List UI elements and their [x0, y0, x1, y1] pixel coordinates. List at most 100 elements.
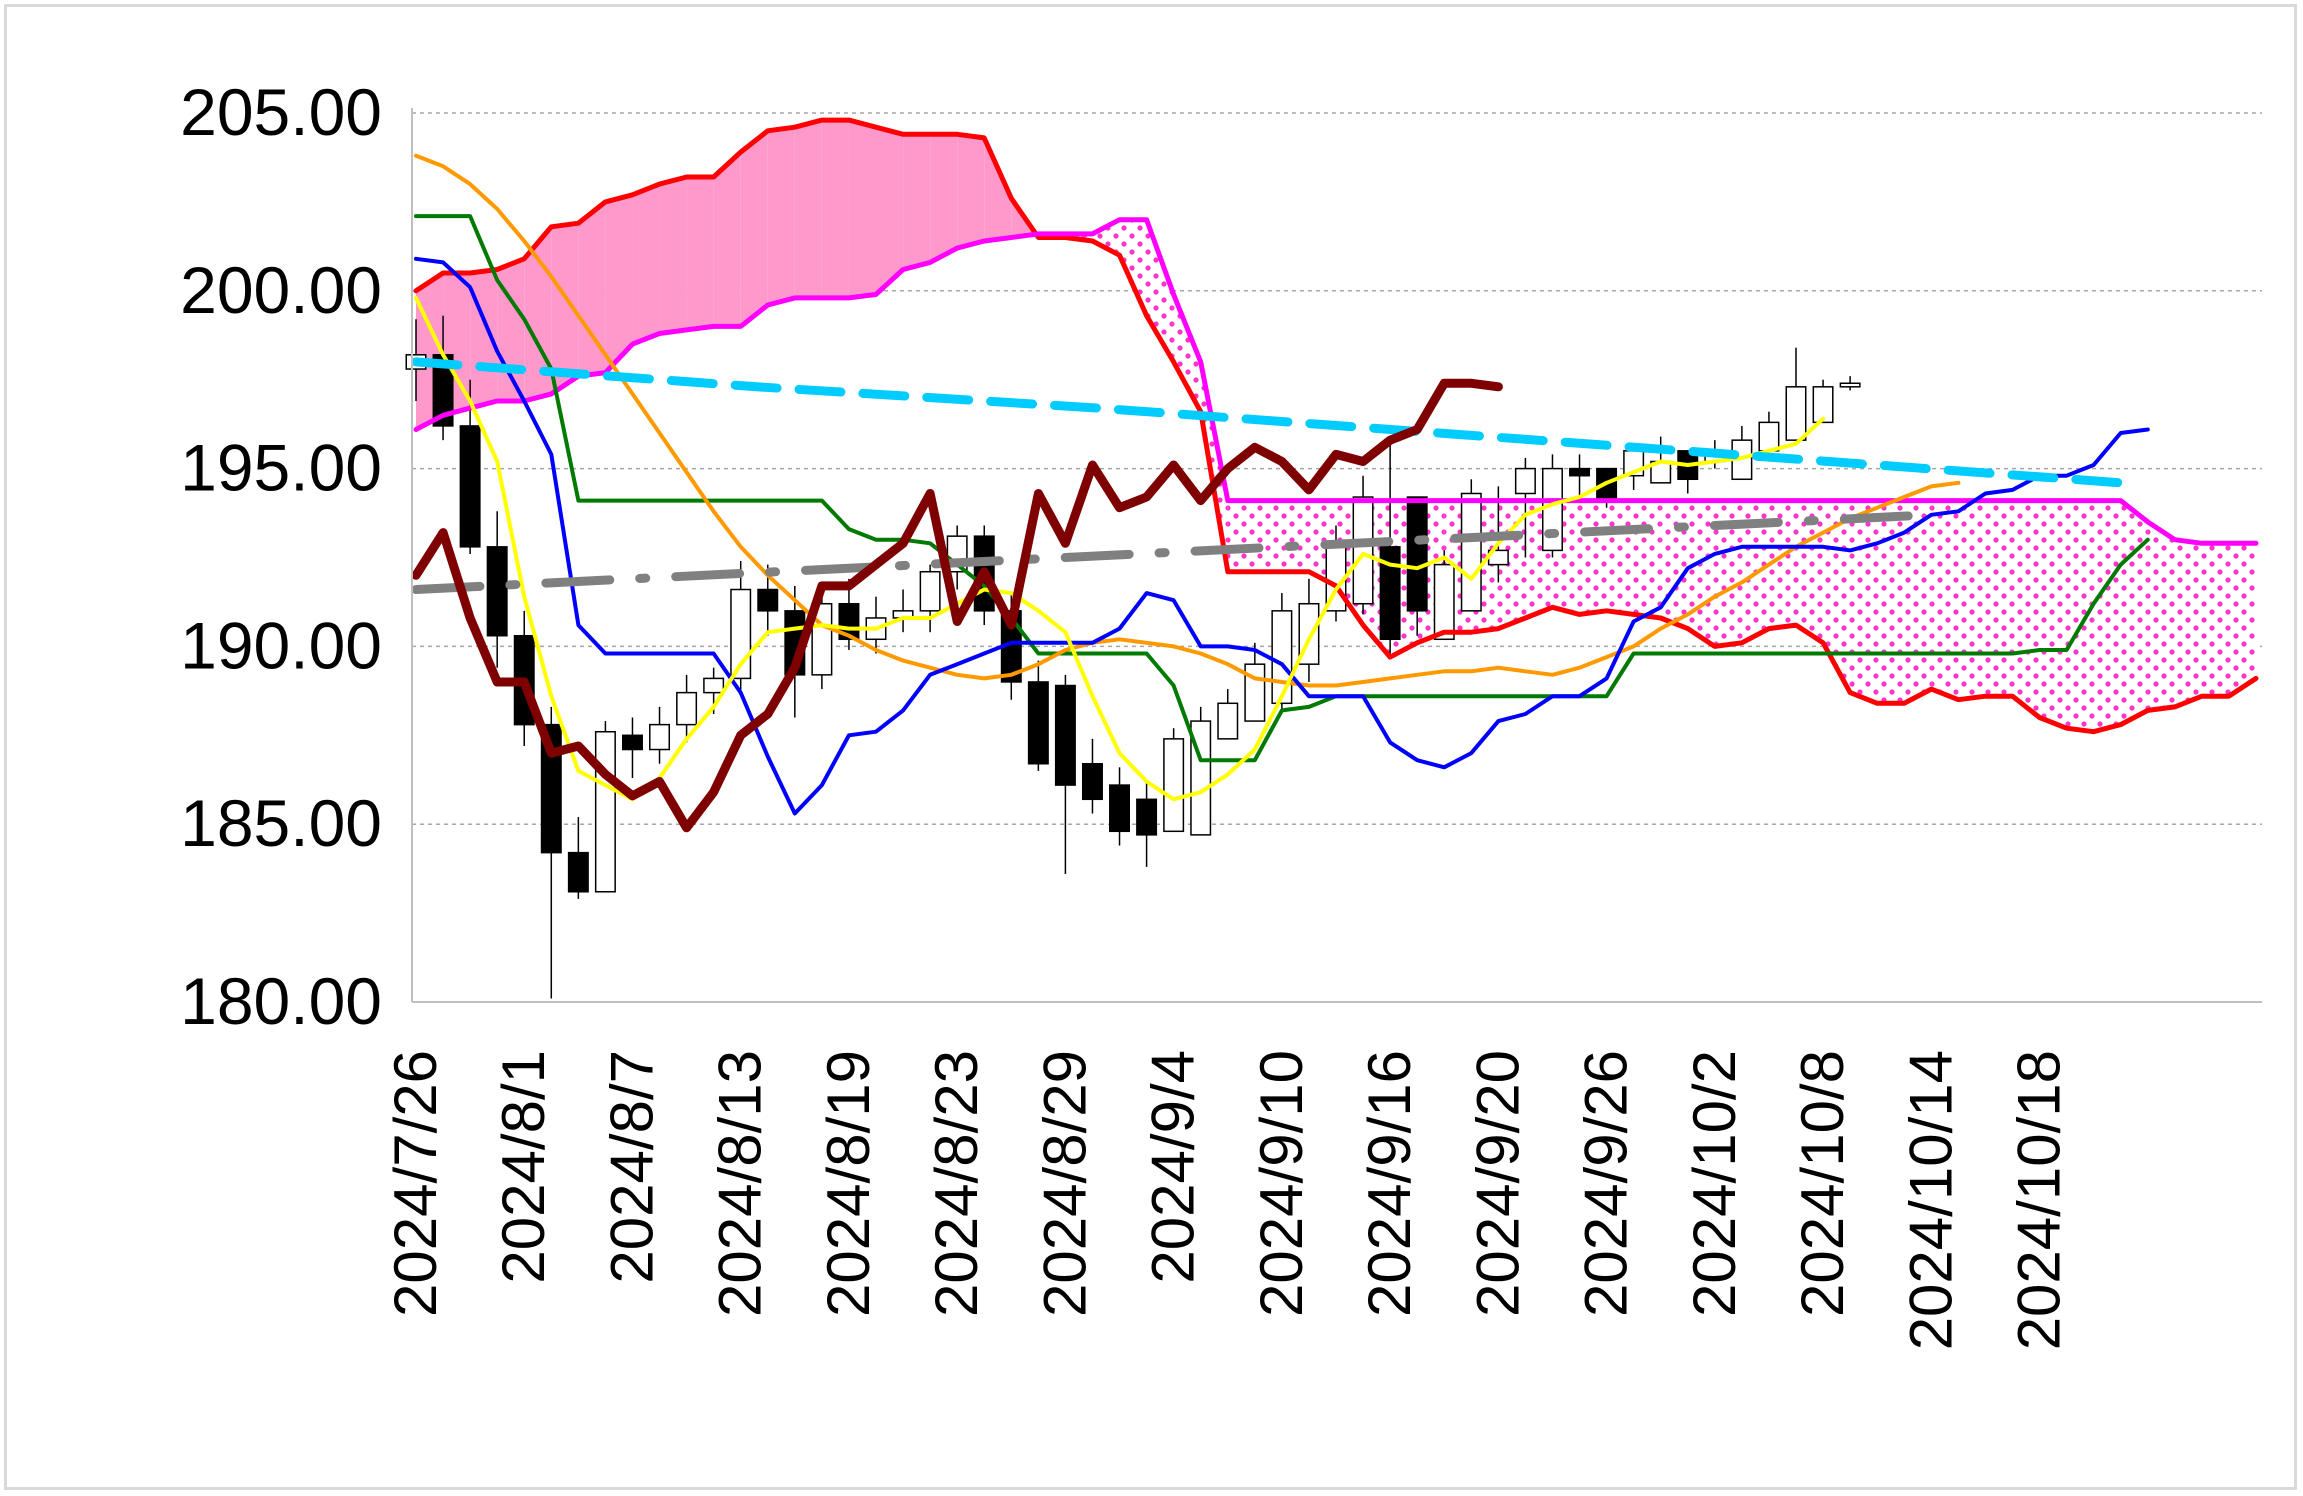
candle-body	[1027, 681, 1049, 765]
x-tick-label: 2024/8/19	[815, 1050, 882, 1317]
cloud-segment	[957, 134, 985, 249]
y-tick-label: 205.00	[180, 75, 382, 149]
x-tick-label: 2024/10/2	[1681, 1050, 1748, 1317]
cloud-segment	[2147, 521, 2175, 711]
x-tick-label: 2024/10/14	[1897, 1050, 1964, 1350]
x-tick-label: 2024/8/29	[1031, 1050, 1098, 1317]
candle-body	[1433, 563, 1455, 641]
orange-line	[414, 153, 1961, 688]
x-tick-label: 2024/10/8	[1789, 1050, 1856, 1317]
maroon-line	[411, 378, 1503, 833]
blue-line	[414, 256, 2150, 816]
cloud-segment	[2201, 543, 2229, 697]
cloud-segment	[2012, 500, 2040, 718]
cloud-segment	[1687, 500, 1715, 647]
cloud-segment	[2066, 500, 2094, 732]
cloud-segment	[1173, 294, 1201, 412]
cloud-segment	[1768, 500, 1796, 629]
candle-body	[1352, 496, 1374, 605]
candle-body	[1081, 762, 1103, 801]
gray-dashdot-line	[411, 510, 1936, 594]
cloud-segment	[659, 177, 687, 334]
cloud-segment	[1092, 219, 1120, 256]
cloud-segment	[876, 127, 904, 295]
candle-body	[1514, 467, 1536, 495]
red-line	[413, 117, 2259, 735]
cloud-segment	[1850, 500, 1878, 704]
cloud-segment	[1714, 500, 1742, 647]
cloud-segment	[1958, 500, 1986, 700]
candle-body	[919, 570, 941, 612]
candle-body	[1758, 421, 1780, 452]
cloud-segment	[686, 177, 714, 330]
cloud-segment	[740, 130, 768, 327]
cloud-segment	[2120, 500, 2148, 725]
cloud-segment	[1227, 500, 1255, 572]
x-tick-label: 2024/9/16	[1356, 1050, 1423, 1317]
cloud-segment	[794, 120, 822, 298]
candle-body	[1541, 467, 1563, 552]
candle-body	[1109, 784, 1131, 833]
candle-body	[1460, 492, 1482, 612]
candle-body	[1163, 738, 1185, 833]
cloud-segment	[2093, 500, 2121, 732]
cloud-segment	[551, 223, 579, 394]
candle-body	[621, 734, 643, 751]
cloud-segment	[767, 127, 795, 306]
cyan-dashed-line	[411, 357, 2126, 488]
cloud-segment	[1931, 500, 1959, 700]
x-tick-label: 2024/10/18	[2006, 1050, 2073, 1350]
y-tick-label: 200.00	[180, 253, 382, 327]
x-tick-label: 2024/9/4	[1140, 1050, 1207, 1284]
cloud-segment	[2228, 543, 2256, 697]
candle-body	[649, 723, 671, 751]
cloud-segment	[903, 134, 931, 270]
cloud-segment	[984, 137, 1012, 242]
candle-body	[459, 425, 481, 548]
x-tick-label: 2024/8/13	[707, 1050, 774, 1317]
y-tick-label: 180.00	[180, 964, 382, 1038]
x-tick-label: 2024/9/10	[1248, 1050, 1315, 1317]
cloud-segment	[930, 134, 958, 263]
cloud-segment	[1877, 500, 1905, 704]
cloud-segment	[632, 184, 660, 345]
candle-body	[1136, 798, 1158, 836]
cloud-segment	[578, 201, 606, 377]
candle-body	[1406, 496, 1428, 612]
candle-body	[567, 851, 589, 893]
cloud-segment	[1579, 500, 1607, 615]
y-tick-label: 195.00	[180, 431, 382, 505]
cloud-segment	[1119, 219, 1147, 316]
x-tick-label: 2024/8/1	[490, 1050, 557, 1284]
candle-body	[486, 546, 508, 637]
x-tick-label: 2024/9/26	[1573, 1050, 1640, 1317]
cloud-segment	[1254, 500, 1282, 572]
candle-body	[540, 723, 562, 854]
cloud-segment	[848, 120, 876, 298]
candle-body	[1054, 684, 1076, 786]
candle-body	[757, 588, 779, 612]
cloud-segment	[1606, 500, 1634, 615]
candle-body	[703, 677, 725, 694]
x-tick-label: 2024/9/20	[1464, 1050, 1531, 1317]
candle-body	[1785, 386, 1807, 441]
candle-body	[1379, 546, 1401, 641]
y-tick-label: 190.00	[180, 608, 382, 682]
candle-body	[1217, 702, 1239, 740]
candle-body	[1569, 467, 1591, 477]
cloud-segment	[605, 194, 633, 373]
candle-body	[1839, 382, 1861, 388]
candle-body	[594, 730, 616, 893]
cloud-segment	[1985, 500, 2013, 697]
candle-body	[676, 691, 698, 726]
cloud-segment	[1660, 500, 1688, 629]
candle-body	[1812, 386, 1834, 424]
x-tick-label: 2024/8/23	[923, 1050, 990, 1317]
cloud-segment	[1633, 500, 1661, 618]
cloud-segment	[1281, 500, 1309, 572]
cloud-segment	[821, 120, 849, 298]
x-tick-label: 2024/7/26	[382, 1050, 449, 1317]
cloud-segment	[2174, 539, 2202, 707]
magenta-line	[413, 217, 2259, 546]
